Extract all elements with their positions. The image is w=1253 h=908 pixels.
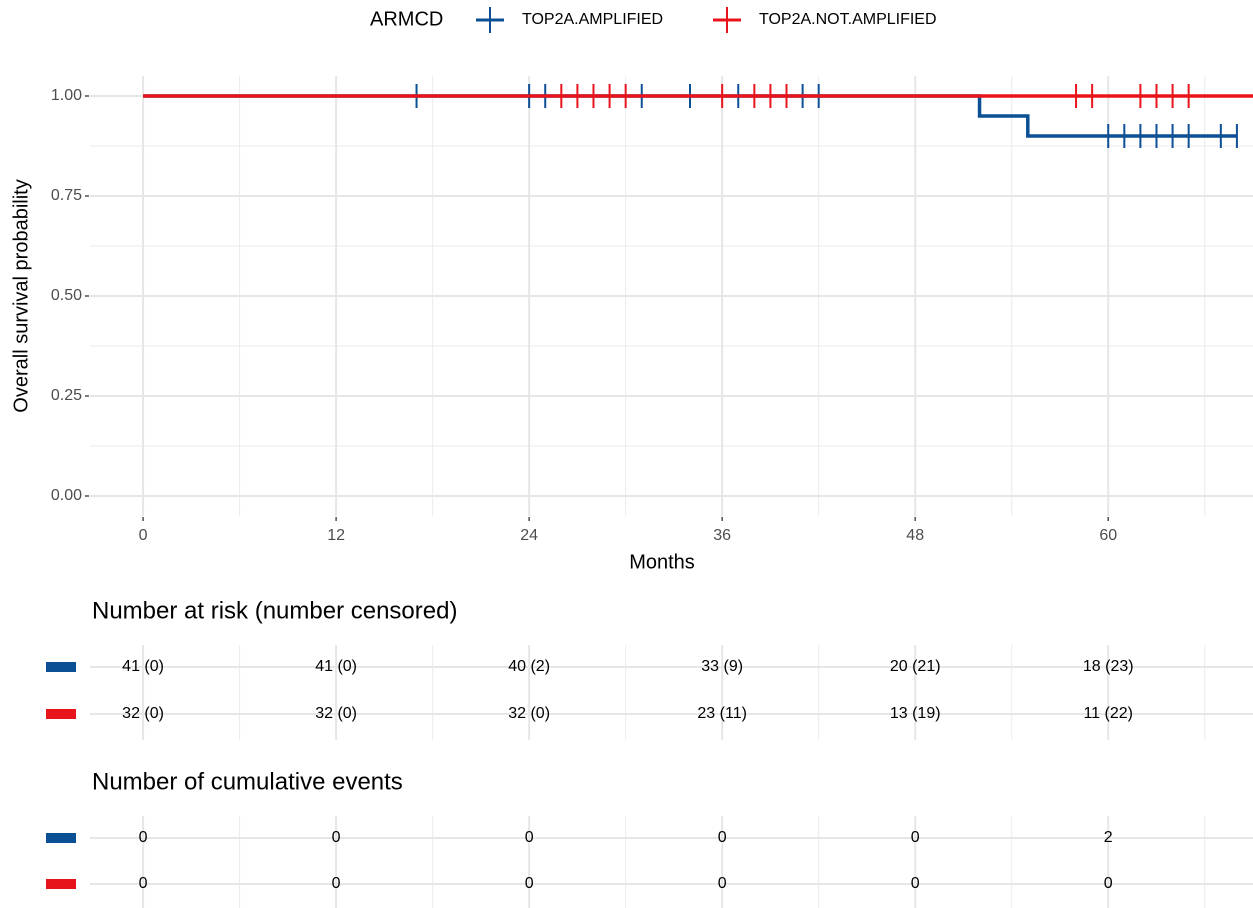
y-tick-label: 0.25 bbox=[51, 387, 82, 404]
table-cell: 32 (0) bbox=[315, 705, 357, 722]
table-cell: 23 (11) bbox=[697, 705, 747, 722]
table-cell: 0 bbox=[1104, 875, 1113, 892]
row-color-key bbox=[46, 709, 76, 719]
x-tick-label: 48 bbox=[906, 527, 924, 544]
row-color-key bbox=[46, 662, 76, 672]
y-tick-label: 0.50 bbox=[51, 287, 82, 304]
y-axis-title: Overall survival probability bbox=[10, 179, 32, 412]
table-cell: 2 bbox=[1104, 829, 1113, 846]
x-tick-label: 60 bbox=[1099, 527, 1117, 544]
x-tick-label: 0 bbox=[139, 527, 148, 544]
legend-label: TOP2A.AMPLIFIED bbox=[522, 11, 663, 28]
table-cell: 18 (23) bbox=[1083, 658, 1134, 675]
table-cell: 0 bbox=[718, 829, 727, 846]
y-tick-label: 1.00 bbox=[51, 87, 82, 104]
x-tick-label: 36 bbox=[713, 527, 731, 544]
x-axis-title: Months bbox=[629, 551, 695, 573]
y-tick-label: 0.00 bbox=[51, 487, 82, 504]
table-cell: 0 bbox=[911, 829, 920, 846]
table-cell: 20 (21) bbox=[890, 658, 941, 675]
table-cell: 32 (0) bbox=[508, 705, 550, 722]
table-cell: 0 bbox=[139, 829, 148, 846]
events-table-title: Number of cumulative events bbox=[92, 768, 403, 795]
table-cell: 41 (0) bbox=[315, 658, 357, 675]
legend-label: TOP2A.NOT.AMPLIFIED bbox=[759, 11, 937, 28]
table-cell: 0 bbox=[718, 875, 727, 892]
row-color-key bbox=[46, 879, 76, 889]
table-cell: 0 bbox=[139, 875, 148, 892]
x-tick-label: 24 bbox=[520, 527, 538, 544]
table-cell: 0 bbox=[525, 829, 534, 846]
table-cell: 0 bbox=[911, 875, 920, 892]
row-color-key bbox=[46, 833, 76, 843]
risk-table-title: Number at risk (number censored) bbox=[92, 597, 457, 624]
x-tick-label: 12 bbox=[327, 527, 345, 544]
table-cell: 0 bbox=[332, 875, 341, 892]
y-tick-label: 0.75 bbox=[51, 187, 82, 204]
table-cell: 40 (2) bbox=[508, 658, 550, 675]
table-cell: 0 bbox=[525, 875, 534, 892]
table-cell: 0 bbox=[332, 829, 341, 846]
table-cell: 32 (0) bbox=[122, 705, 164, 722]
table-cell: 41 (0) bbox=[122, 658, 164, 675]
table-cell: 13 (19) bbox=[890, 705, 941, 722]
legend-title: ARMCD bbox=[370, 8, 443, 30]
table-cell: 33 (9) bbox=[701, 658, 743, 675]
table-cell: 11 (22) bbox=[1083, 705, 1133, 722]
